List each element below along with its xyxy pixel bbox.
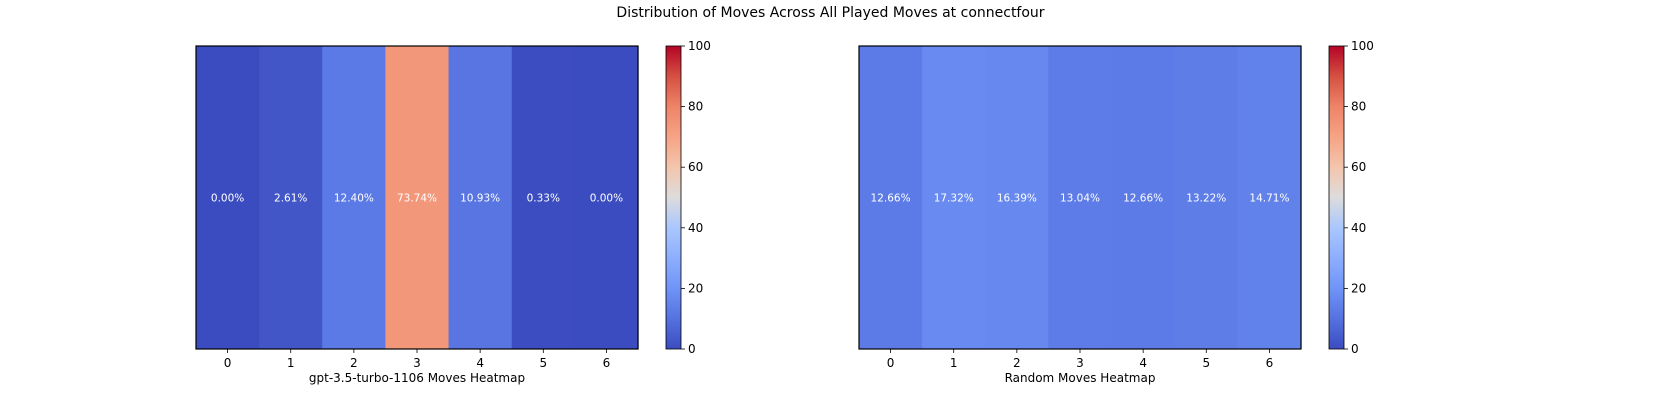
x-tick-label: 4	[476, 356, 484, 370]
x-tick-label: 5	[1202, 356, 1210, 370]
x-tick-label: 2	[1013, 356, 1021, 370]
colorbar-tick-label: 0	[688, 342, 696, 356]
colorbar-frame	[1328, 45, 1345, 350]
colorbar-tick-label: 80	[1351, 100, 1366, 114]
plot-frame	[858, 45, 1302, 350]
cell-value-label: 17.32%	[934, 193, 974, 205]
colorbar-tick-label: 60	[1351, 160, 1366, 174]
heatmap-cell	[574, 46, 639, 349]
colorbar-tick-label: 80	[688, 100, 703, 114]
x-tick-label: 1	[950, 356, 958, 370]
cell-value-label: 0.33%	[527, 193, 560, 205]
heatmap-cell	[259, 46, 323, 349]
heatmap-panel-0: 0.00% 0 2.61% 1 12.40% 2 73.74% 3 10.93% 4 0.33% 5 0…	[195, 39, 711, 385]
x-tick-label: 6	[1266, 356, 1274, 370]
x-tick-label: 4	[1139, 356, 1147, 370]
cell-value-label: 0.00%	[211, 193, 244, 205]
heatmap-panel-1: 12.66% 0 17.32% 1 16.39% 2 13.04% 3 12.66% 4 13.22…	[858, 39, 1374, 385]
heatmap-cell	[985, 46, 1050, 349]
plot-frame	[195, 45, 639, 350]
heatmap-cell	[1048, 46, 1113, 349]
colorbar-frame	[665, 45, 682, 350]
x-axis-label: Random Moves Heatmap	[1005, 371, 1156, 385]
heatmap-cell	[385, 46, 450, 349]
heatmap-cell	[859, 46, 923, 349]
cell-value-label: 13.04%	[1060, 193, 1100, 205]
colorbar-tick-label: 0	[1351, 342, 1359, 356]
colorbar-tick-label: 100	[688, 39, 711, 53]
x-tick-label: 5	[539, 356, 547, 370]
colorbar-tick-label: 40	[1351, 221, 1366, 235]
cell-value-label: 14.71%	[1249, 193, 1289, 205]
x-tick-label: 0	[224, 356, 232, 370]
x-tick-label: 6	[603, 356, 611, 370]
cell-value-label: 13.22%	[1186, 193, 1226, 205]
cell-value-label: 16.39%	[997, 193, 1037, 205]
colorbar-tick-label: 20	[1351, 281, 1366, 295]
colorbar-tick-label: 40	[688, 221, 703, 235]
cell-value-label: 12.40%	[334, 193, 374, 205]
x-tick-label: 2	[350, 356, 358, 370]
cell-value-label: 12.66%	[871, 193, 911, 205]
colorbar	[666, 46, 681, 349]
x-tick-label: 3	[413, 356, 421, 370]
cell-value-label: 2.61%	[274, 193, 307, 205]
heatmap-cell	[322, 46, 387, 349]
x-tick-label: 3	[1076, 356, 1084, 370]
cell-value-label: 73.74%	[397, 193, 437, 205]
heatmap-cell	[196, 46, 260, 349]
heatmap-cell	[448, 46, 513, 349]
heatmap-cell	[1174, 46, 1239, 349]
figure-title: Distribution of Moves Across All Played …	[616, 5, 1045, 21]
colorbar-tick-label: 60	[688, 160, 703, 174]
x-axis-label: gpt-3.5-turbo-1106 Moves Heatmap	[309, 371, 525, 385]
heatmap-cell	[1237, 46, 1302, 349]
heatmap-cell	[1111, 46, 1176, 349]
x-tick-label: 1	[287, 356, 295, 370]
cell-value-label: 10.93%	[460, 193, 500, 205]
cell-value-label: 0.00%	[590, 193, 623, 205]
colorbar-tick-label: 100	[1351, 39, 1374, 53]
x-tick-label: 0	[887, 356, 895, 370]
colorbar-tick-label: 20	[688, 281, 703, 295]
colorbar	[1329, 46, 1344, 349]
cell-value-label: 12.66%	[1123, 193, 1163, 205]
heatmap-cell	[511, 46, 576, 349]
heatmap-cell	[922, 46, 986, 349]
